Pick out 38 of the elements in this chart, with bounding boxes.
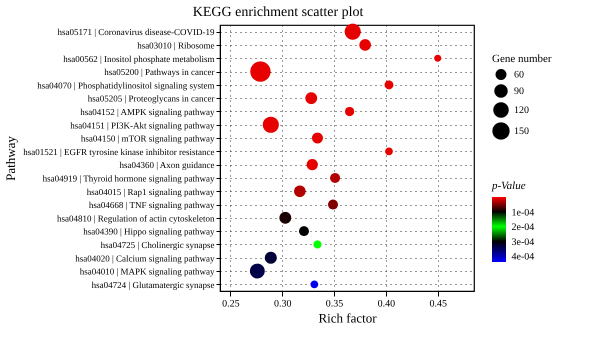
- x-tick-label: 0.30: [274, 298, 292, 310]
- color-bar-title: p-Value: [491, 180, 526, 192]
- y-tick-label: hsa04360 | Axon guidance: [119, 160, 214, 170]
- x-tick-label: 0.35: [326, 298, 344, 310]
- legend-label: 120: [514, 105, 529, 116]
- y-tick-label: hsa04070 | Phosphatidylinositol signaling system: [37, 80, 214, 90]
- color-bar-label: 4e-04: [512, 252, 534, 263]
- color-bar-label: 3e-04: [512, 236, 534, 248]
- y-tick-label: hsa04724 | Glutamatergic synapse: [92, 280, 215, 290]
- y-tick-label: hsa04150 | mTOR signaling pathway: [80, 134, 215, 144]
- y-tick-label: hsa05205 | Proteoglycans in cancer: [88, 94, 214, 104]
- y-tick-label: hsa04919 | Thyroid hormone signaling pathway: [42, 173, 215, 184]
- y-tick-label: hsa03010 | Ribosome: [137, 40, 214, 50]
- color-bar-label: 2e-04: [512, 222, 534, 234]
- x-tick-label: 0.40: [378, 298, 396, 310]
- y-tick-label: hsa04020 | Calcium signaling pathway: [75, 253, 215, 264]
- y-tick-label: hsa04010 | MAPK signaling pathway: [80, 266, 215, 277]
- chart-title: KEGG enrichment scatter plot: [192, 4, 364, 20]
- x-tick-label: 0.45: [429, 298, 447, 310]
- y-tick-label: hsa04668 | TNF signaling pathway: [88, 200, 215, 210]
- legend-label: 150: [514, 126, 529, 137]
- y-tick-label: hsa04015 | Rap1 signaling pathway: [86, 186, 215, 197]
- x-axis-title: Rich factor: [318, 310, 378, 326]
- y-tick-label: hsa04810 | Regulation of actin cytoskeleton: [56, 213, 215, 224]
- color-bar-label: 1e-04: [512, 207, 534, 218]
- y-tick-label: hsa04390 | Hippo signaling pathway: [83, 226, 215, 237]
- x-tick-label: 0.25: [222, 298, 240, 310]
- y-tick-label: hsa05200 | Pathways in cancer: [104, 67, 214, 78]
- legend-title: Gene number: [492, 53, 552, 65]
- y-tick-label: hsa04152 | AMPK signaling pathway: [80, 106, 215, 117]
- legend-label: 60: [514, 70, 524, 80]
- y-tick-label: hsa04725 | Cholinergic synapse: [100, 240, 214, 250]
- y-tick-label: hsa01521 | EGFR tyrosine kinase inhibitor resistance: [23, 146, 214, 157]
- legend-label: 90: [514, 86, 524, 97]
- y-tick-label: hsa04151 | PI3K-Akt signaling pathway: [70, 120, 215, 130]
- y-axis-title: Pathway: [3, 136, 18, 181]
- y-tick-label: hsa00562 | Inositol phosphate metabolism: [63, 54, 214, 64]
- y-tick-label: hsa05171 | Coronavirus disease-COVID-19: [57, 27, 215, 38]
